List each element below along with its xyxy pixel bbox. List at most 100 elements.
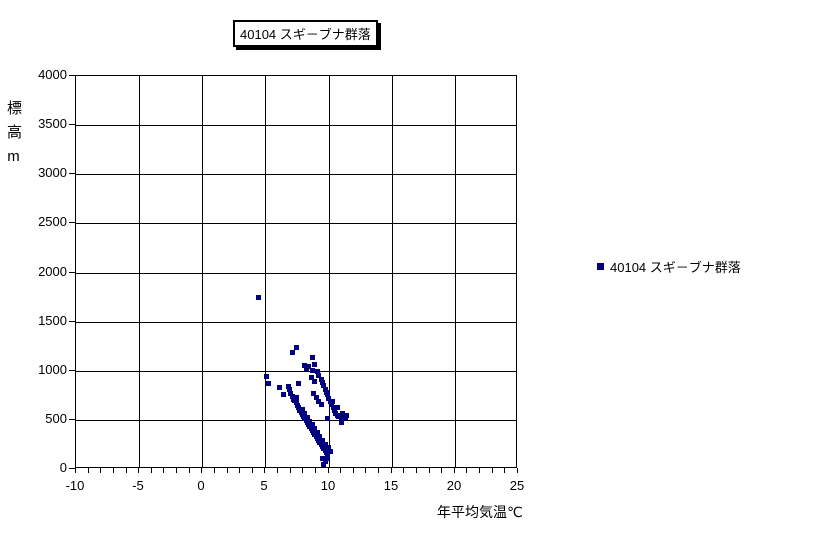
chart-title-box: 40104 スギ－ブナ群落 xyxy=(233,20,378,47)
y-tick-label: 2000 xyxy=(38,264,67,279)
x-axis-tick xyxy=(151,468,152,473)
y-tick-label: 500 xyxy=(45,411,67,426)
data-point xyxy=(319,377,324,382)
horizontal-gridline xyxy=(76,125,516,126)
vertical-gridline xyxy=(265,76,266,467)
data-point xyxy=(281,392,286,397)
x-axis-tick xyxy=(340,468,341,473)
data-point xyxy=(324,450,329,455)
y-axis-tick xyxy=(69,124,75,125)
y-axis-tick xyxy=(69,321,75,322)
data-point xyxy=(339,416,344,421)
horizontal-gridline xyxy=(76,273,516,274)
data-point xyxy=(310,368,315,373)
x-axis-tick xyxy=(504,468,505,473)
x-tick-label: 5 xyxy=(260,478,268,493)
y-tick-label: 2500 xyxy=(38,214,67,229)
x-tick-label: 25 xyxy=(509,478,525,493)
horizontal-gridline xyxy=(76,322,516,323)
x-axis-tick xyxy=(454,468,455,473)
data-point xyxy=(296,381,301,386)
data-point xyxy=(321,383,326,388)
data-point xyxy=(321,462,326,467)
y-axis-tick xyxy=(69,222,75,223)
x-axis-tick xyxy=(429,468,430,473)
horizontal-gridline xyxy=(76,223,516,224)
x-axis-tick xyxy=(264,468,265,473)
data-point xyxy=(312,362,317,367)
x-axis-title: 年平均気温℃ xyxy=(437,504,523,520)
x-axis-tick xyxy=(176,468,177,473)
data-point xyxy=(286,384,291,389)
x-axis-tick xyxy=(328,468,329,473)
x-axis-tick xyxy=(479,468,480,473)
x-axis-tick xyxy=(75,468,76,473)
chart-title: 40104 スギ－ブナ群落 xyxy=(240,27,371,42)
data-point xyxy=(325,456,330,461)
data-point xyxy=(312,379,317,384)
x-axis-tick xyxy=(163,468,164,473)
y-axis-tick xyxy=(69,173,75,174)
data-point xyxy=(277,385,282,390)
data-point xyxy=(296,405,301,410)
x-tick-label: 0 xyxy=(197,478,205,493)
horizontal-gridline xyxy=(76,174,516,175)
data-point xyxy=(305,415,310,420)
x-tick-label: -5 xyxy=(132,478,144,493)
data-point xyxy=(264,374,269,379)
data-point xyxy=(323,442,328,447)
x-axis-tick xyxy=(378,468,379,473)
data-point xyxy=(287,387,292,392)
data-point xyxy=(312,426,317,431)
data-point xyxy=(329,402,334,407)
data-point xyxy=(325,392,330,397)
data-point xyxy=(310,355,315,360)
data-point xyxy=(315,369,320,374)
y-axis-tick xyxy=(69,75,75,76)
legend-marker-icon xyxy=(597,263,604,270)
data-point xyxy=(315,430,320,435)
data-point xyxy=(330,399,335,404)
data-point xyxy=(323,387,328,392)
data-point xyxy=(311,391,316,396)
data-point xyxy=(288,391,293,396)
data-point xyxy=(323,459,328,464)
data-point xyxy=(290,350,295,355)
vertical-gridline xyxy=(202,76,203,467)
y-tick-label: 3500 xyxy=(38,116,67,131)
x-axis-tick xyxy=(466,468,467,473)
y-axis-tick xyxy=(69,370,75,371)
legend: 40104 スギ－ブナ群落 xyxy=(597,257,741,276)
vertical-gridline xyxy=(455,76,456,467)
data-point xyxy=(325,416,330,421)
y-axis-tick xyxy=(69,272,75,273)
x-tick-label: 20 xyxy=(446,478,462,493)
data-point xyxy=(317,434,322,439)
data-point xyxy=(302,363,307,368)
x-axis-tick xyxy=(441,468,442,473)
data-point xyxy=(294,395,299,400)
y-tick-label: 3000 xyxy=(38,165,67,180)
vertical-gridline xyxy=(139,76,140,467)
x-axis-tick xyxy=(214,468,215,473)
x-axis-tick xyxy=(391,468,392,473)
x-axis-tick xyxy=(138,468,139,473)
data-point xyxy=(320,456,325,461)
data-point xyxy=(335,405,340,410)
x-axis-tick xyxy=(113,468,114,473)
x-tick-label: -10 xyxy=(65,478,85,493)
y-tick-label: 1500 xyxy=(38,313,67,328)
x-tick-label: 10 xyxy=(320,478,336,493)
x-axis-tick xyxy=(416,468,417,473)
x-axis-tick xyxy=(227,468,228,473)
x-tick-label: 15 xyxy=(383,478,399,493)
x-axis-tick xyxy=(302,468,303,473)
data-point xyxy=(320,380,325,385)
data-point xyxy=(302,411,307,416)
x-axis-tick xyxy=(100,468,101,473)
x-axis-tick xyxy=(353,468,354,473)
x-axis-tick xyxy=(189,468,190,473)
x-axis-tick xyxy=(290,468,291,473)
data-point xyxy=(325,453,330,458)
